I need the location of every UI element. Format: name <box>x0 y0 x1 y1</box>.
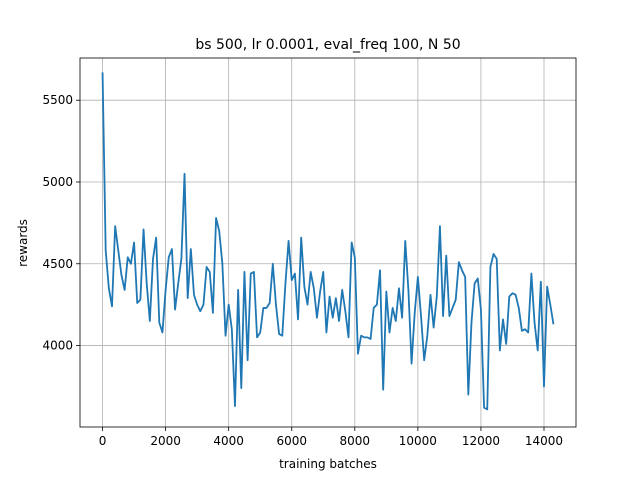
x-tick-label: 4000 <box>213 434 244 448</box>
x-tick-label: 6000 <box>276 434 307 448</box>
y-tick-label: 5500 <box>42 93 73 107</box>
x-tick-label: 12000 <box>462 434 500 448</box>
y-tick-label: 4500 <box>42 257 73 271</box>
x-tick-label: 0 <box>99 434 107 448</box>
x-tick-label: 8000 <box>340 434 371 448</box>
data-line <box>101 72 555 411</box>
chart-title: bs 500, lr 0.0001, eval_freq 100, N 50 <box>195 37 460 53</box>
y-tick-label: 4000 <box>42 339 73 353</box>
plot-frame <box>79 57 577 428</box>
y-axis-label: rewards <box>16 219 30 267</box>
x-tick-label: 2000 <box>150 434 181 448</box>
x-tick-label: 10000 <box>399 434 437 448</box>
y-tick-label: 5000 <box>42 175 73 189</box>
x-axis-label: training batches <box>279 457 377 471</box>
x-tick-label: 14000 <box>525 434 563 448</box>
